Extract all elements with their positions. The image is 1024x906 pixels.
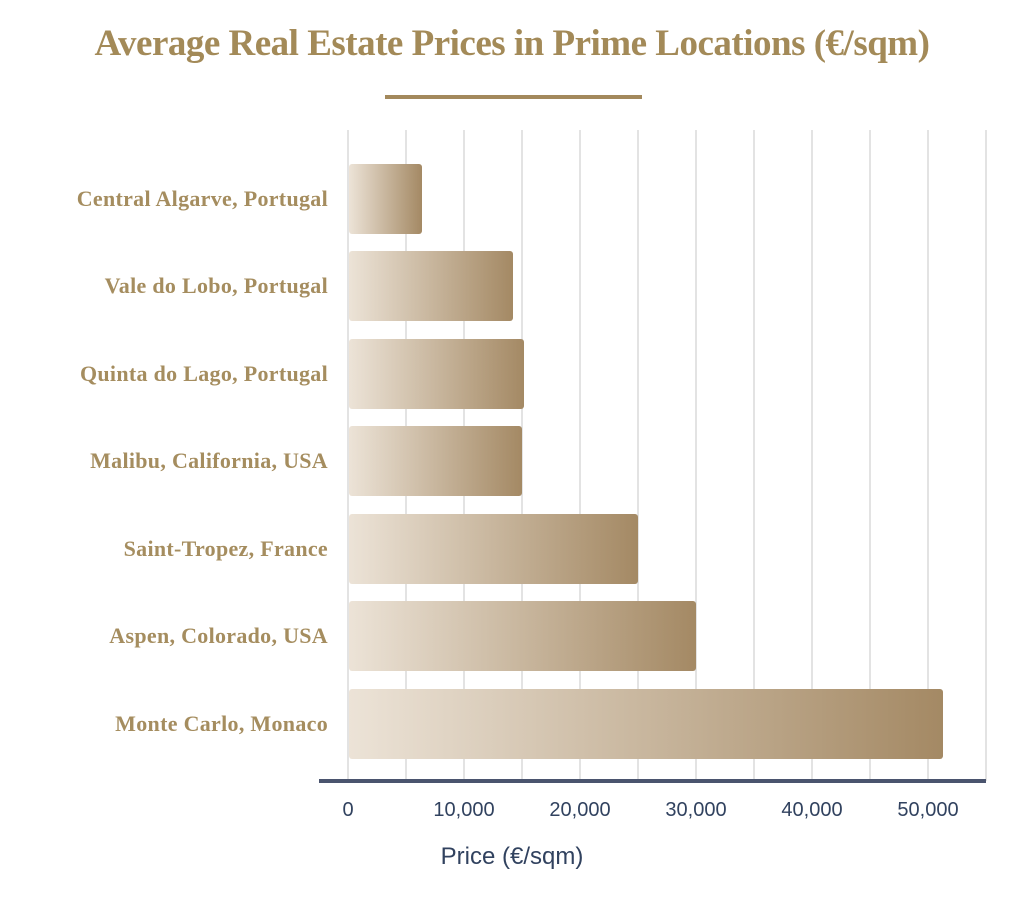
title-underline-decoration xyxy=(385,95,642,99)
category-label-quinta-do-lago-portugal: Quinta do Lago, Portugal xyxy=(79,360,328,386)
category-label-saint-tropez-france: Saint-Tropez, France xyxy=(123,535,328,561)
gridline-15000 xyxy=(521,130,523,781)
gridline-45000 xyxy=(869,130,871,781)
gridline-25000 xyxy=(637,130,639,781)
gridline-55000 xyxy=(985,130,987,781)
category-label-vale-do-lobo-portugal: Vale do Lobo, Portugal xyxy=(104,273,328,299)
x-tick-label-30000: 30,000 xyxy=(665,799,727,821)
gridline-20000 xyxy=(579,130,581,781)
x-axis-title: Price (€/sqm) xyxy=(440,843,584,870)
x-tick-label-10000: 10,000 xyxy=(433,799,495,821)
x-tick-label-40000: 40,000 xyxy=(781,799,843,821)
category-label-aspen-colorado-usa: Aspen, Colorado, USA xyxy=(109,623,328,649)
bar-aspen-colorado-usa xyxy=(349,601,696,672)
gridline-0 xyxy=(347,130,349,781)
gridline-35000 xyxy=(753,130,755,781)
x-tick-label-20000: 20,000 xyxy=(549,799,611,821)
x-tick-label-50000: 50,000 xyxy=(897,799,959,821)
x-tick-label-0: 0 xyxy=(342,799,354,821)
x-axis-line xyxy=(319,779,986,783)
category-label-malibu-california-usa: Malibu, California, USA xyxy=(90,448,328,474)
bar-central-algarve-portugal xyxy=(349,163,423,234)
bar-quinta-do-lago-portugal xyxy=(349,338,525,409)
gridline-30000 xyxy=(695,130,697,781)
gridline-50000 xyxy=(927,130,929,781)
bar-monte-carlo-monaco xyxy=(349,688,943,759)
category-label-central-algarve-portugal: Central Algarve, Portugal xyxy=(76,185,328,211)
category-label-monte-carlo-monaco: Monte Carlo, Monaco xyxy=(115,710,328,736)
chart-title: Average Real Estate Prices in Prime Loca… xyxy=(94,23,930,64)
bar-vale-do-lobo-portugal xyxy=(349,251,513,322)
bar-saint-tropez-france xyxy=(349,513,638,584)
gridline-40000 xyxy=(811,130,813,781)
bar-malibu-california-usa xyxy=(349,426,522,497)
